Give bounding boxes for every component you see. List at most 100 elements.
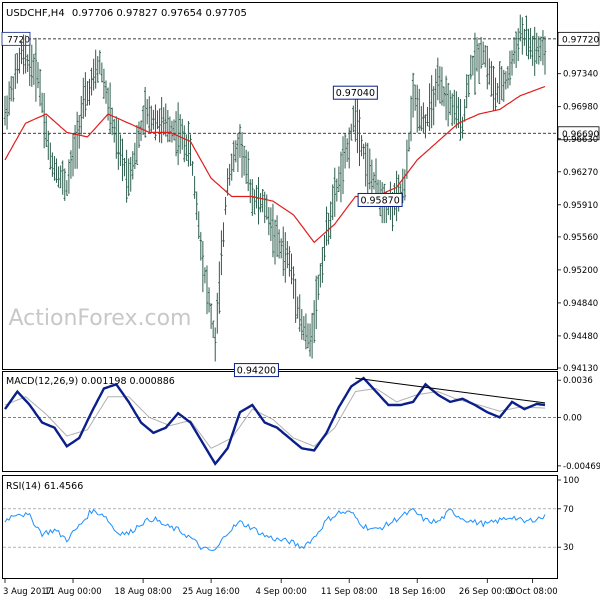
price-bar	[69, 150, 73, 179]
price-bar	[166, 109, 170, 143]
price-bar	[135, 125, 139, 166]
price-bar	[162, 107, 165, 136]
price-bar	[304, 313, 308, 350]
x-tick-label: 3 Oct 08:00	[508, 587, 558, 597]
price-bar	[337, 166, 341, 192]
price-bar	[75, 111, 79, 169]
price-bar	[251, 179, 254, 217]
price-bar	[119, 134, 122, 167]
x-tick-label: 18 Sep 16:00	[389, 587, 446, 597]
price-bar	[253, 189, 256, 215]
price-bar	[323, 234, 326, 261]
price-bar	[189, 134, 192, 166]
price-bar	[176, 102, 180, 166]
chart-symbol: USDCHF,H4 0.97706 0.97827 0.97654 0.9770…	[6, 8, 247, 19]
price-bar	[284, 232, 287, 283]
price-bar	[207, 287, 211, 313]
price-y-axis: 0.97340 0.96980 0.96630 0.96270 0.95910 0.955…	[557, 70, 598, 374]
x-tick-label: 25 Aug 16:00	[182, 587, 239, 597]
price-bar	[484, 45, 487, 68]
price-bar	[102, 68, 106, 99]
price-bar	[345, 138, 349, 162]
price-bar	[356, 99, 359, 154]
price-bar	[360, 135, 363, 157]
price-bar	[214, 327, 217, 362]
price-bar	[63, 168, 66, 201]
price-bar	[137, 121, 141, 148]
price-bar	[277, 229, 281, 259]
rsi-panel-frame	[2, 475, 558, 579]
price-bar	[537, 36, 541, 65]
price-bar	[205, 265, 209, 315]
price-bar	[341, 136, 345, 195]
price-bar	[209, 303, 213, 329]
macd-panel-frame	[2, 371, 558, 472]
price-bar	[152, 109, 155, 130]
price-bar	[444, 75, 448, 121]
price-level-tag: 0.96690	[557, 126, 599, 141]
price-bar	[416, 84, 419, 133]
rsi-y-tick-label: 100	[563, 476, 579, 486]
price-bar	[335, 178, 339, 202]
price-bar	[502, 69, 505, 102]
price-bar	[354, 99, 357, 142]
price-bar	[292, 266, 295, 299]
price-bar	[141, 105, 145, 136]
price-bar	[121, 138, 124, 182]
price-annotations: 0.97040 0.95870 0.94200	[233, 85, 403, 378]
price-bar	[242, 145, 246, 176]
price-bar	[178, 114, 182, 154]
price-bar	[494, 77, 497, 111]
price-bar	[34, 37, 38, 102]
price-bar	[257, 177, 260, 225]
price-bar	[131, 151, 134, 180]
price-level-tag: 0.97720 7720	[1, 31, 599, 46]
price-bar	[150, 105, 153, 134]
x-tick-label: 18 Aug 08:00	[114, 587, 171, 597]
macd-layer: 0.0036 0.00 -0.004696	[3, 376, 600, 472]
price-bar	[321, 246, 324, 283]
price-bar	[286, 241, 289, 269]
price-bar	[471, 55, 475, 76]
price-y-tick-label: 0.97340	[563, 70, 598, 80]
price-bar	[271, 203, 275, 258]
price-annotation: 0.97040	[332, 85, 378, 100]
price-bar	[529, 27, 532, 59]
price-bar	[413, 84, 417, 111]
price-bar	[168, 116, 172, 143]
price-bar	[92, 58, 95, 91]
x-tick-label: 3 Aug 2017	[3, 587, 52, 597]
price-bar	[496, 82, 499, 103]
price-bar	[42, 92, 46, 149]
x-tick-label: 11 Aug 00:00	[44, 587, 101, 597]
price-bar	[133, 142, 137, 170]
price-bar	[310, 312, 314, 359]
price-bar	[508, 50, 512, 86]
price-bar	[488, 58, 491, 85]
price-bar	[492, 65, 495, 112]
price-y-tick-label: 0.95910	[563, 201, 598, 211]
price-y-tick-label: 0.95560	[563, 233, 598, 243]
price-bar	[490, 61, 493, 97]
price-bar	[539, 36, 543, 62]
price-bar	[498, 61, 501, 105]
price-bar	[255, 185, 258, 209]
rsi-y-tick-label: 30	[563, 543, 574, 553]
price-annotation-text: 0.97040	[336, 88, 375, 99]
price-bar	[424, 114, 427, 139]
price-bar	[80, 95, 83, 135]
price-bar	[428, 83, 431, 131]
price-bar	[436, 57, 440, 101]
price-bar	[463, 99, 466, 122]
price-y-tick-label: 0.94840	[563, 299, 598, 309]
price-bar	[430, 75, 433, 129]
price-bar	[16, 53, 19, 84]
price-bar	[486, 45, 489, 90]
price-bar	[455, 91, 458, 129]
price-panel-frame	[2, 2, 558, 370]
price-bar	[216, 292, 219, 334]
price-bar	[65, 180, 69, 196]
price-bar	[407, 132, 411, 152]
